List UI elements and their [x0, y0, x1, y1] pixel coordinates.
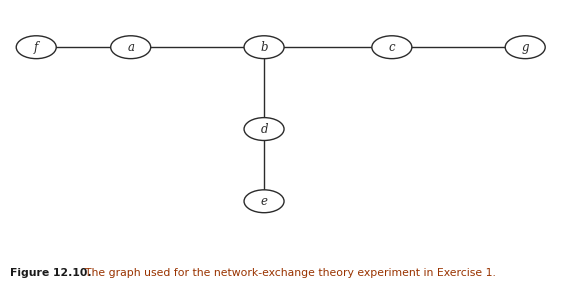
Text: c: c [388, 41, 395, 54]
Text: g: g [522, 41, 529, 54]
Ellipse shape [16, 36, 56, 59]
Ellipse shape [505, 36, 545, 59]
Ellipse shape [111, 36, 151, 59]
Ellipse shape [244, 190, 284, 213]
Text: Figure 12.10.  The graph used for the network-exchange theory experiment in Exer: Figure 12.10. The graph used for the net… [10, 269, 500, 278]
Ellipse shape [244, 118, 284, 140]
Text: d: d [260, 123, 268, 135]
Ellipse shape [244, 36, 284, 59]
Text: f: f [34, 41, 39, 54]
Ellipse shape [372, 36, 412, 59]
Text: The graph used for the network-exchange theory experiment in Exercise 1.: The graph used for the network-exchange … [78, 269, 496, 278]
Text: Figure 12.10.: Figure 12.10. [10, 269, 92, 278]
Text: b: b [260, 41, 268, 54]
Text: a: a [127, 41, 134, 54]
Text: e: e [261, 195, 268, 208]
